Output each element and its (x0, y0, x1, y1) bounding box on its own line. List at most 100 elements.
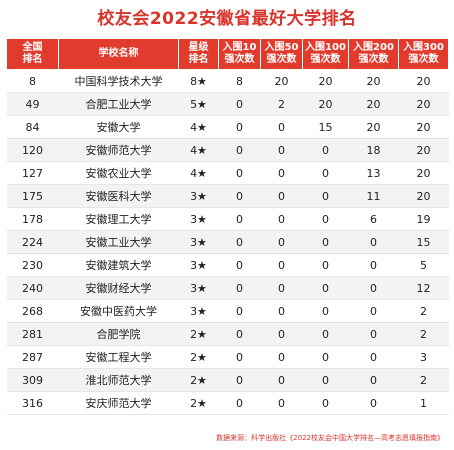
cell-top10-count: 0 (218, 253, 261, 277)
table-row: 49 合肥工业大学 5★ 0 2 20 20 20 (6, 92, 449, 116)
cell-star-rank: 3★ (178, 299, 219, 323)
cell-national-rank: 281 (6, 322, 59, 346)
cell-top300-count: 20 (398, 161, 449, 185)
cell-top200-count: 20 (348, 115, 399, 139)
cell-star-rank: 3★ (178, 253, 219, 277)
cell-top100-count: 0 (302, 230, 349, 254)
cell-school-name: 安徽建筑大学 (58, 253, 179, 277)
cell-star-rank: 2★ (178, 345, 219, 369)
table-row: 178 安徽理工大学 3★ 0 0 0 6 19 (6, 207, 449, 231)
cell-top50-count: 0 (260, 161, 303, 185)
cell-star-rank: 2★ (178, 368, 219, 392)
header-top50-count: 入围50 强次数 (260, 38, 303, 70)
cell-school-name: 安庆师范大学 (58, 391, 179, 415)
cell-top10-count: 0 (218, 345, 261, 369)
cell-top10-count: 0 (218, 276, 261, 300)
cell-school-name: 安徽农业大学 (58, 161, 179, 185)
header-school-name: 学校名称 (58, 38, 179, 70)
page-title: 校友会2022安徽省最好大学排名 (97, 9, 357, 29)
cell-top100-count: 0 (302, 253, 349, 277)
cell-top10-count: 8 (218, 69, 261, 93)
cell-top300-count: 12 (398, 276, 449, 300)
cell-top10-count: 0 (218, 322, 261, 346)
cell-star-rank: 4★ (178, 161, 219, 185)
ranking-table: 全国 排名 学校名称 星级 排名 入围10 强次数 入围50 强次数 入围100 强次数 … (6, 38, 449, 415)
cell-top50-count: 0 (260, 276, 303, 300)
cell-top200-count: 0 (348, 253, 399, 277)
table-row: 127 安徽农业大学 4★ 0 0 0 13 20 (6, 161, 449, 185)
cell-top100-count: 0 (302, 322, 349, 346)
cell-top10-count: 0 (218, 391, 261, 415)
cell-star-rank: 3★ (178, 207, 219, 231)
cell-star-rank: 2★ (178, 391, 219, 415)
cell-top300-count: 20 (398, 184, 449, 208)
cell-school-name: 安徽理工大学 (58, 207, 179, 231)
table-row: 8 中国科学技术大学 8★ 8 20 20 20 20 (6, 69, 449, 93)
cell-top10-count: 0 (218, 115, 261, 139)
header-top300-count: 入围300 强次数 (398, 38, 449, 70)
cell-top300-count: 20 (398, 69, 449, 93)
cell-school-name: 安徽师范大学 (58, 138, 179, 162)
cell-school-name: 合肥学院 (58, 322, 179, 346)
cell-star-rank: 8★ (178, 69, 219, 93)
cell-national-rank: 175 (6, 184, 59, 208)
cell-top10-count: 0 (218, 368, 261, 392)
cell-national-rank: 309 (6, 368, 59, 392)
cell-top300-count: 2 (398, 368, 449, 392)
cell-top10-count: 0 (218, 184, 261, 208)
table-row: 240 安徽财经大学 3★ 0 0 0 0 12 (6, 276, 449, 300)
cell-top100-count: 15 (302, 115, 349, 139)
cell-national-rank: 84 (6, 115, 59, 139)
cell-top50-count: 0 (260, 368, 303, 392)
cell-top100-count: 20 (302, 92, 349, 116)
cell-top200-count: 20 (348, 92, 399, 116)
cell-top100-count: 0 (302, 299, 349, 323)
cell-top50-count: 0 (260, 184, 303, 208)
header-top200-count: 入围200 强次数 (348, 38, 399, 70)
cell-top300-count: 2 (398, 322, 449, 346)
cell-school-name: 淮北师范大学 (58, 368, 179, 392)
cell-top50-count: 20 (260, 69, 303, 93)
table-row: 84 安徽大学 4★ 0 0 15 20 20 (6, 115, 449, 139)
cell-top200-count: 0 (348, 230, 399, 254)
cell-star-rank: 3★ (178, 184, 219, 208)
cell-top10-count: 0 (218, 299, 261, 323)
cell-top100-count: 0 (302, 207, 349, 231)
cell-top100-count: 0 (302, 138, 349, 162)
cell-top100-count: 0 (302, 345, 349, 369)
cell-top50-count: 0 (260, 115, 303, 139)
cell-top200-count: 0 (348, 322, 399, 346)
cell-national-rank: 120 (6, 138, 59, 162)
cell-top300-count: 20 (398, 92, 449, 116)
cell-national-rank: 316 (6, 391, 59, 415)
cell-top50-count: 2 (260, 92, 303, 116)
cell-top50-count: 0 (260, 345, 303, 369)
cell-star-rank: 4★ (178, 138, 219, 162)
cell-top200-count: 0 (348, 276, 399, 300)
table-row: 120 安徽师范大学 4★ 0 0 0 18 20 (6, 138, 449, 162)
cell-school-name: 安徽工程大学 (58, 345, 179, 369)
table-row: 316 安庆师范大学 2★ 0 0 0 0 1 (6, 391, 449, 415)
table-body: 8 中国科学技术大学 8★ 8 20 20 20 20 49 合肥工业大学 5★ 0 2 20 20 20 84… (6, 69, 449, 415)
cell-national-rank: 178 (6, 207, 59, 231)
table-row: 281 合肥学院 2★ 0 0 0 0 2 (6, 322, 449, 346)
header-star-rank: 星级 排名 (178, 38, 219, 70)
cell-star-rank: 4★ (178, 115, 219, 139)
cell-top10-count: 0 (218, 161, 261, 185)
cell-national-rank: 230 (6, 253, 59, 277)
cell-top10-count: 0 (218, 138, 261, 162)
cell-top300-count: 19 (398, 207, 449, 231)
cell-top200-count: 6 (348, 207, 399, 231)
cell-top300-count: 3 (398, 345, 449, 369)
cell-national-rank: 240 (6, 276, 59, 300)
cell-top50-count: 0 (260, 230, 303, 254)
cell-top200-count: 0 (348, 345, 399, 369)
cell-top300-count: 20 (398, 138, 449, 162)
header-national-rank: 全国 排名 (6, 38, 59, 70)
table-row: 230 安徽建筑大学 3★ 0 0 0 0 5 (6, 253, 449, 277)
cell-top100-count: 20 (302, 69, 349, 93)
table-row: 175 安徽医科大学 3★ 0 0 0 11 20 (6, 184, 449, 208)
table-row: 287 安徽工程大学 2★ 0 0 0 0 3 (6, 345, 449, 369)
cell-top50-count: 0 (260, 207, 303, 231)
cell-top10-count: 0 (218, 230, 261, 254)
